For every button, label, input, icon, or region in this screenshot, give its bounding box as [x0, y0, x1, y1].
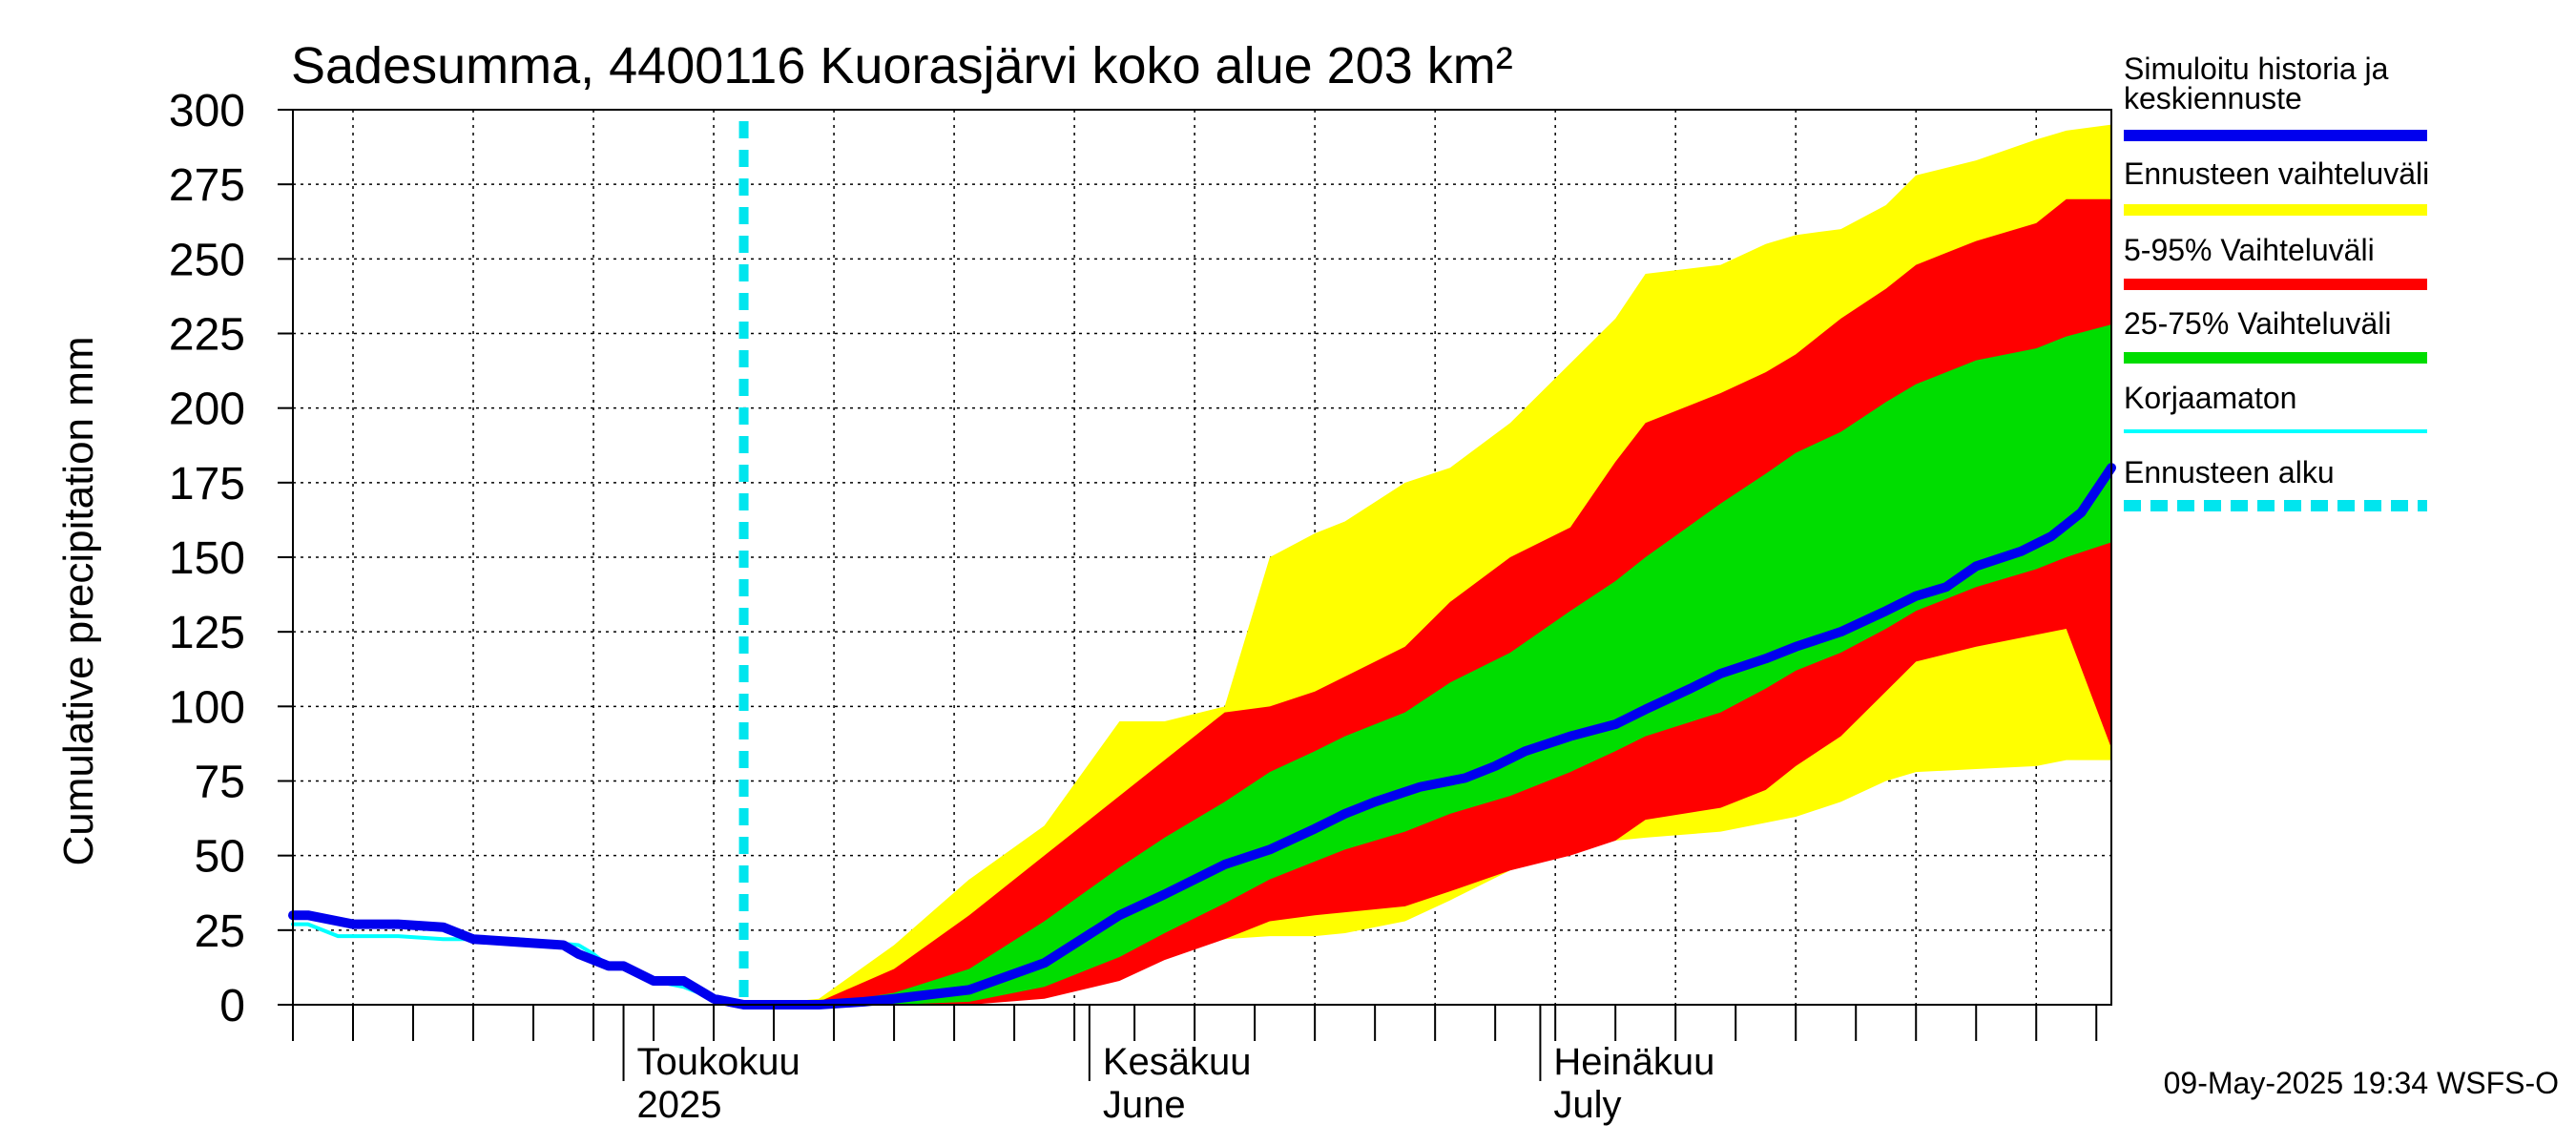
legend-item: Ennusteen vaihteluväli [2124, 156, 2429, 216]
x-month-label: Heinäkuu [1553, 1041, 1714, 1083]
line-korjaamaton [291, 922, 746, 1007]
legend-item: 5-95% Vaihteluväli [2124, 233, 2427, 290]
axes: 0 25 50 75 100 125 150 175 200 225 250 275 300 Toukok… [169, 86, 2112, 1126]
legend-label: Ennusteen alku [2124, 455, 2335, 489]
y-tick-label: 225 [169, 310, 245, 361]
legend-label: Ennusteen vaihteluväli [2124, 156, 2429, 191]
legend-item: 25-75% Vaihteluväli [2124, 306, 2427, 364]
band-ennusteen-vaihteluv-li [758, 124, 2112, 1006]
x-month-sublabel: 2025 [637, 1084, 722, 1126]
x-month-label: Toukokuu [637, 1041, 800, 1083]
y-tick-label: 0 [219, 981, 245, 1031]
legend-item: Korjaamaton [2124, 381, 2427, 433]
x-month-sublabel: July [1553, 1084, 1621, 1126]
y-tick-label: 125 [169, 608, 245, 658]
legend-label: keskiennuste [2124, 81, 2302, 115]
legend-item: Ennusteen alku [2124, 455, 2427, 511]
chart-title: Sadesumma, 4400116 Kuorasjärvi koko alue… [291, 37, 1513, 94]
y-tick-label: 275 [169, 160, 245, 211]
y-tick-label: 150 [169, 533, 245, 584]
y-tick-label: 250 [169, 235, 245, 285]
legend-label: 25-75% Vaihteluväli [2124, 306, 2391, 341]
legend-label: 5-95% Vaihteluväli [2124, 233, 2375, 267]
y-tick-label: 25 [195, 906, 245, 957]
x-month-label: Kesäkuu [1103, 1041, 1252, 1083]
y-tick-label: 300 [169, 86, 245, 136]
y-tick-label: 175 [169, 459, 245, 510]
timestamp-label: 09-May-2025 19:34 WSFS-O [2164, 1066, 2559, 1100]
x-month-sublabel: June [1103, 1084, 1186, 1126]
y-tick-label: 100 [169, 682, 245, 733]
plot-area [288, 109, 2116, 1010]
y-tick-label: 50 [195, 832, 245, 883]
band-25-75-vaihteluv-li [758, 324, 2112, 1005]
y-tick-label: 75 [195, 758, 245, 808]
y-axis-label: Cumulative precipitation mm [55, 336, 102, 865]
legend-label: Simuloitu historia ja [2124, 52, 2389, 86]
band-5-95-vaihteluv-li [758, 198, 2112, 1006]
line-simuloitu-historia-ja-keskiennuste [288, 463, 2116, 1010]
legend-label: Korjaamaton [2124, 381, 2296, 415]
y-tick-label: 200 [169, 385, 245, 435]
